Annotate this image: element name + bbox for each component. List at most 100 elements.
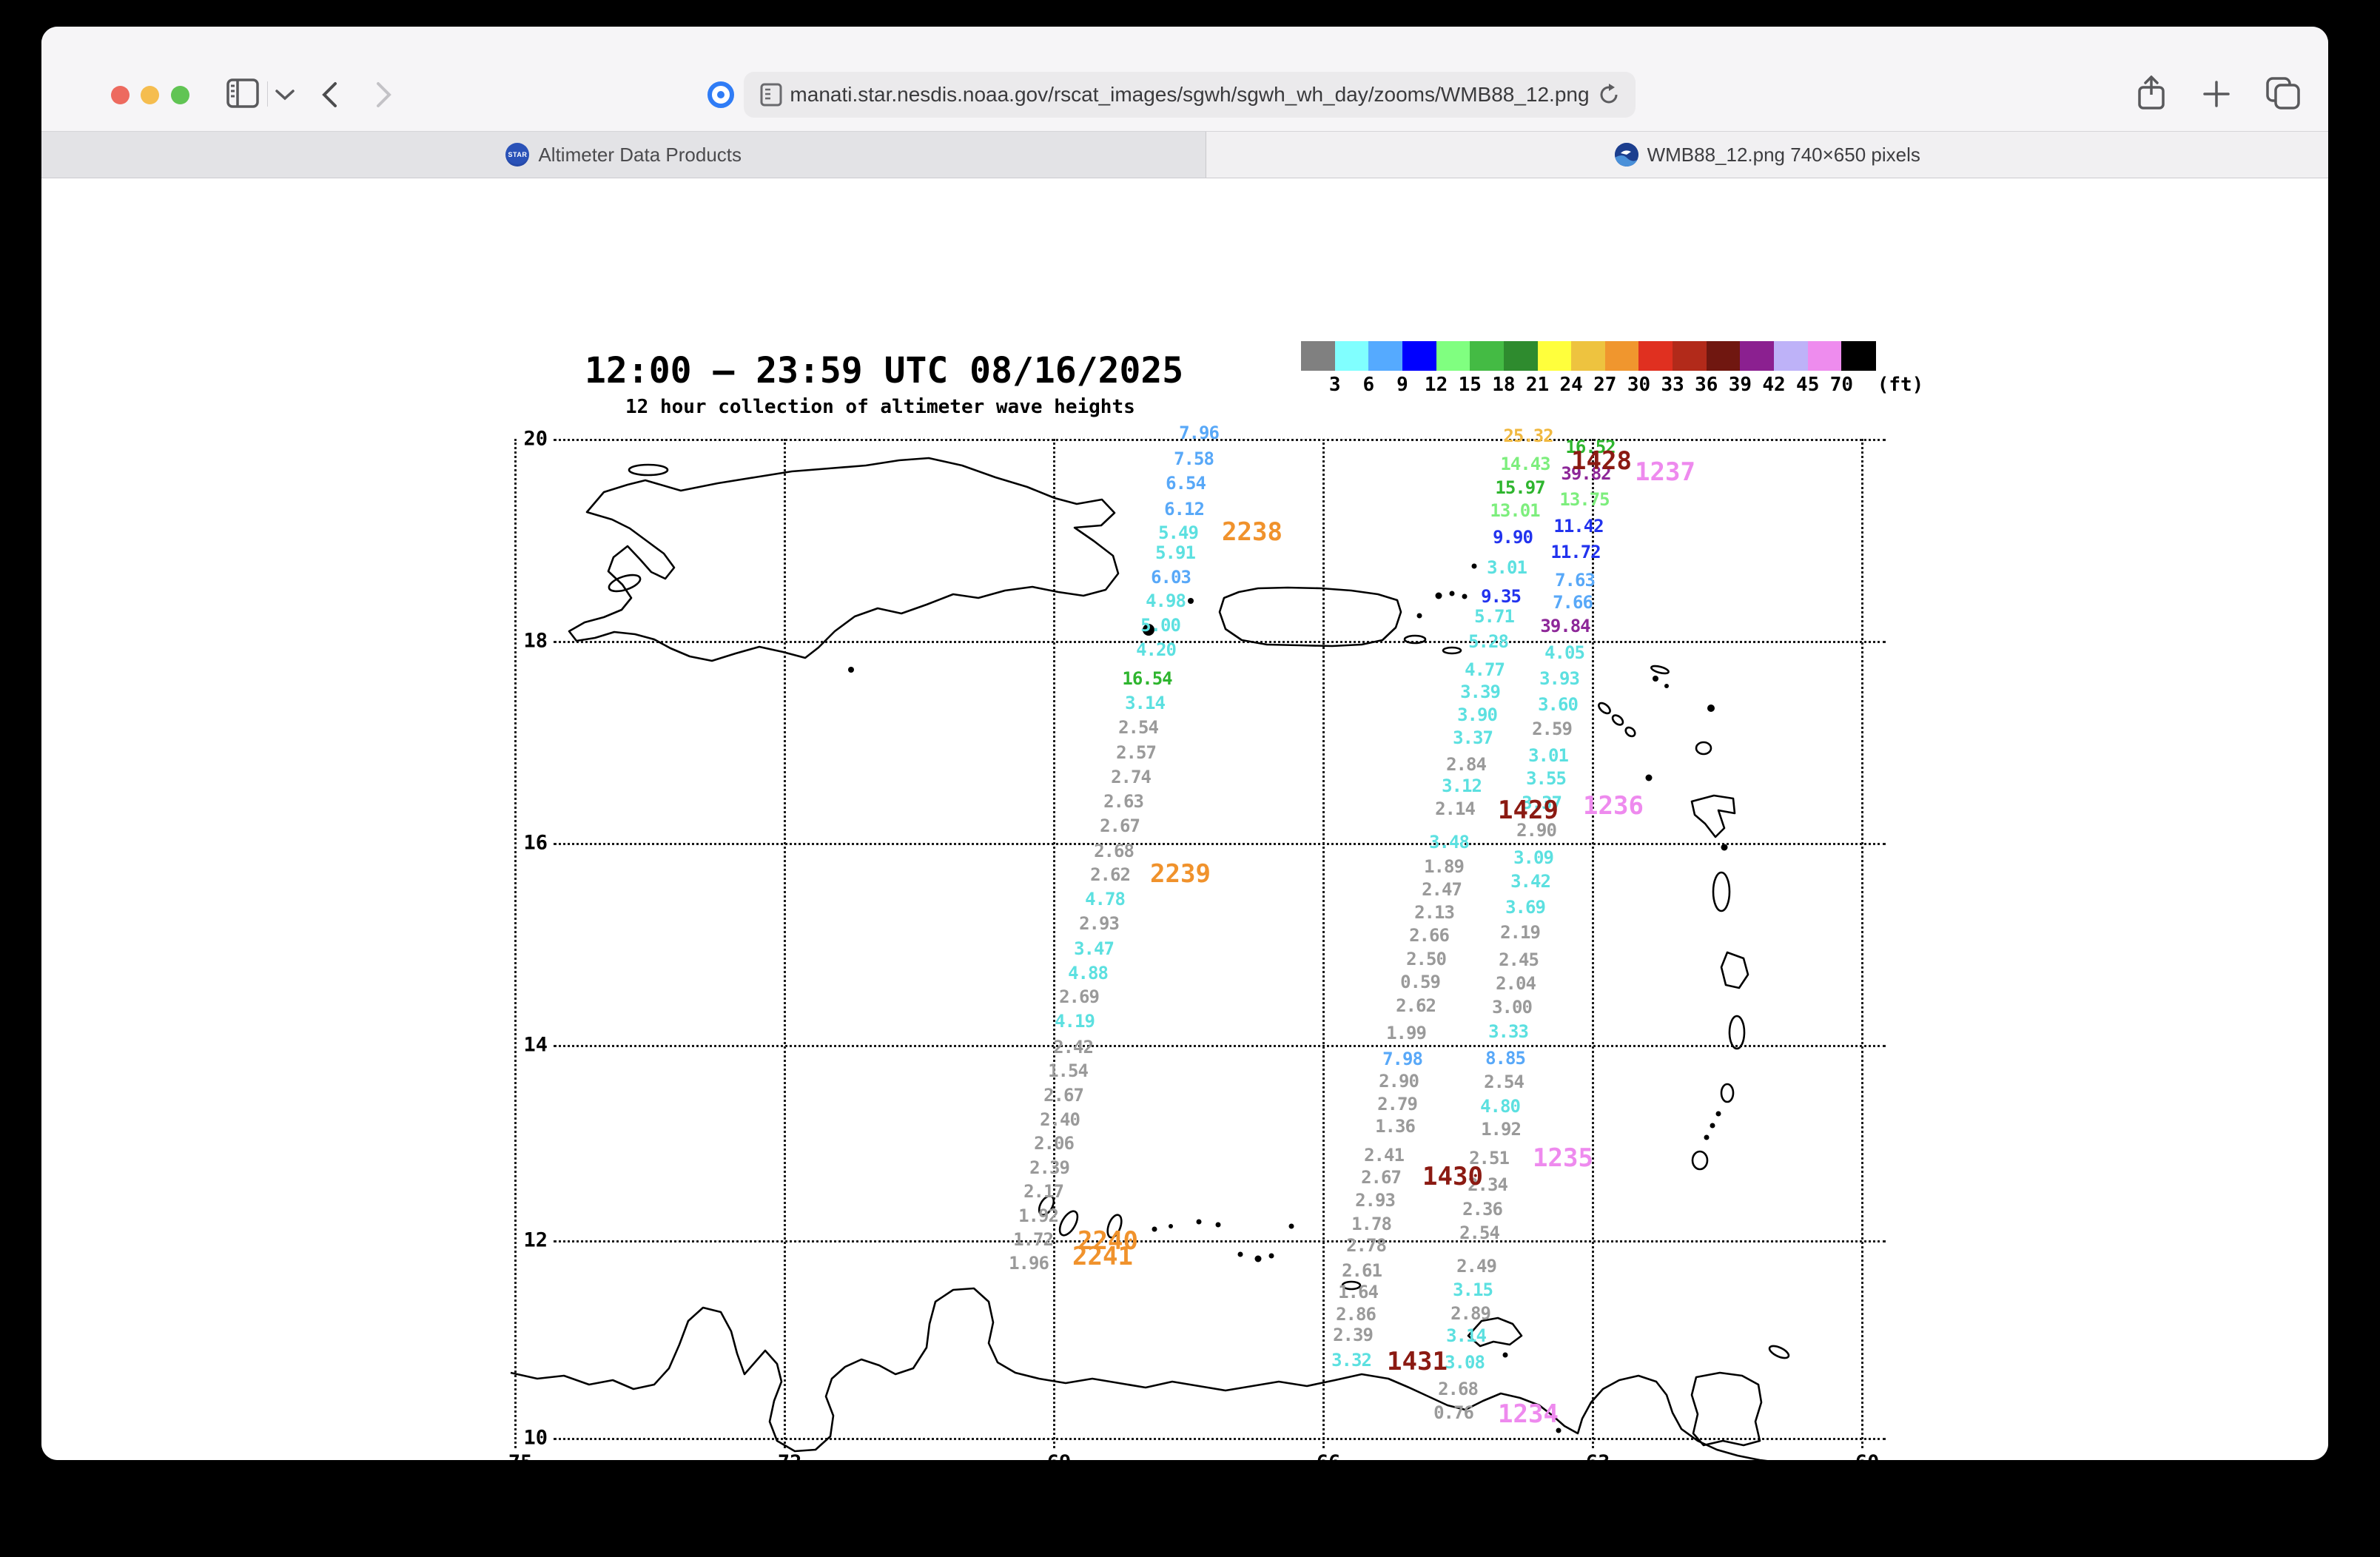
wave-height-value: 11.42 bbox=[1553, 516, 1604, 537]
wave-height-value: 2.69 bbox=[1059, 986, 1100, 1007]
lat-tick-label: 18 bbox=[523, 629, 548, 653]
track-number-label: 1236 bbox=[1583, 791, 1644, 821]
wave-height-value: 2.68 bbox=[1094, 841, 1134, 861]
gridline-horizontal bbox=[554, 1045, 1886, 1047]
wave-height-value: 2.89 bbox=[1450, 1303, 1491, 1324]
gridline-horizontal bbox=[554, 439, 1886, 441]
map-subtitle: 12 hour collection of altimeter wave hei… bbox=[625, 396, 1135, 418]
lon-tick-label: -63 bbox=[1574, 1451, 1610, 1460]
wave-height-value: 2.62 bbox=[1090, 864, 1131, 885]
wave-height-value: 0.59 bbox=[1400, 972, 1441, 992]
page-format-icon[interactable] bbox=[760, 83, 782, 107]
wave-height-value: 3.14 bbox=[1125, 693, 1166, 713]
wave-height-value: 7.96 bbox=[1179, 423, 1220, 443]
address-bar[interactable]: manati.star.nesdis.noaa.gov/rscat_images… bbox=[744, 72, 1636, 118]
lat-tick-label: 12 bbox=[523, 1228, 548, 1252]
wave-height-value: 1.36 bbox=[1375, 1116, 1416, 1137]
zoom-window-button[interactable] bbox=[171, 86, 189, 104]
track-number-label: 1430 bbox=[1422, 1162, 1483, 1191]
wave-height-value: 3.32 bbox=[1331, 1350, 1372, 1371]
gridline-vertical bbox=[784, 439, 786, 1448]
colorbar-segment bbox=[1740, 341, 1775, 371]
wave-height-value: 25.32 bbox=[1503, 426, 1553, 446]
colorbar-tick-label: 9 bbox=[1396, 374, 1408, 396]
wave-height-value: 3.09 bbox=[1513, 847, 1554, 868]
track-number-label: 1234 bbox=[1498, 1399, 1559, 1429]
lat-tick-label: 16 bbox=[523, 831, 548, 855]
wave-height-value: 2.54 bbox=[1459, 1223, 1500, 1243]
wave-height-value: 2.47 bbox=[1422, 879, 1462, 900]
colorbar-tick-label: 42 bbox=[1762, 374, 1786, 396]
tab-altimeter-data-products[interactable]: STAR Altimeter Data Products bbox=[41, 132, 1207, 178]
gridline-vertical bbox=[1861, 439, 1863, 1448]
forward-icon[interactable] bbox=[376, 81, 392, 108]
wave-height-value: 5.00 bbox=[1140, 615, 1181, 636]
wave-height-value: 4.19 bbox=[1055, 1011, 1095, 1032]
close-window-button[interactable] bbox=[111, 86, 130, 104]
wave-height-value: 16.54 bbox=[1122, 668, 1172, 689]
coastline-map bbox=[510, 457, 1790, 1460]
wave-height-value: 1.72 bbox=[1013, 1229, 1054, 1250]
colorbar-segment bbox=[1807, 341, 1842, 371]
wave-height-value: 1.99 bbox=[1386, 1023, 1427, 1043]
wave-height-value: 2.34 bbox=[1468, 1174, 1508, 1195]
wave-height-value: 5.28 bbox=[1468, 631, 1509, 652]
wave-height-value: 9.35 bbox=[1481, 586, 1522, 607]
wave-height-value: 1.92 bbox=[1481, 1119, 1522, 1140]
wave-height-value: 2.57 bbox=[1116, 742, 1157, 763]
sidebar-toggle-icon[interactable] bbox=[226, 78, 259, 108]
back-icon[interactable] bbox=[321, 81, 337, 108]
wave-height-value: 14.43 bbox=[1500, 454, 1550, 474]
wave-height-value: 1.54 bbox=[1048, 1060, 1089, 1081]
tab-bar: STAR Altimeter Data Products WMB88_12.pn… bbox=[41, 132, 2328, 178]
wave-height-value: 3.55 bbox=[1526, 768, 1567, 789]
colorbar-tick-label: 3 bbox=[1328, 374, 1341, 396]
wave-height-value: 2.59 bbox=[1532, 719, 1573, 739]
lat-tick-label: 14 bbox=[523, 1033, 548, 1057]
wave-height-value: 8.85 bbox=[1485, 1048, 1526, 1069]
colorbar-tick-label: 18 bbox=[1492, 374, 1516, 396]
wave-height-value: 0.76 bbox=[1433, 1402, 1474, 1423]
wave-height-value: 3.90 bbox=[1457, 704, 1498, 725]
track-number-label: 2239 bbox=[1150, 859, 1211, 889]
tab-title: Altimeter Data Products bbox=[538, 143, 742, 166]
wave-height-value: 5.91 bbox=[1155, 542, 1196, 563]
minimize-window-button[interactable] bbox=[141, 86, 159, 104]
new-tab-icon[interactable] bbox=[2202, 80, 2231, 108]
url-text: manati.star.nesdis.noaa.gov/rscat_images… bbox=[790, 83, 1590, 106]
toolbar-divider bbox=[267, 81, 268, 107]
wave-height-value: 2.90 bbox=[1516, 820, 1557, 841]
wave-height-value: 2.42 bbox=[1053, 1037, 1094, 1057]
track-number-label: 2240 bbox=[1078, 1226, 1138, 1256]
reload-icon[interactable] bbox=[1597, 83, 1621, 107]
wave-height-value: 6.12 bbox=[1164, 499, 1205, 519]
wave-height-value: 2.54 bbox=[1118, 717, 1159, 738]
chevron-down-icon[interactable] bbox=[275, 89, 295, 101]
wave-height-value: 2.41 bbox=[1364, 1145, 1405, 1166]
colorbar-tick-label: 12 bbox=[1424, 374, 1448, 396]
wave-height-value: 2.61 bbox=[1342, 1260, 1382, 1281]
noaa-favicon-icon bbox=[1614, 143, 1638, 167]
wave-height-value: 2.66 bbox=[1409, 925, 1450, 946]
wave-height-value: 15.97 bbox=[1495, 477, 1545, 498]
lat-tick-label: 10 bbox=[523, 1426, 548, 1450]
wave-height-value: 4.20 bbox=[1136, 639, 1177, 660]
gridline-vertical bbox=[514, 439, 517, 1448]
colorbar-tick-label: 45 bbox=[1796, 374, 1820, 396]
tab-title: WMB88_12.png 740×650 pixels bbox=[1647, 143, 1920, 166]
extension-icon[interactable] bbox=[707, 81, 734, 108]
colorbar-segment bbox=[1604, 341, 1640, 371]
colorbar-tick-label: 6 bbox=[1362, 374, 1375, 396]
share-icon[interactable] bbox=[2137, 75, 2165, 111]
wave-height-value: 2.93 bbox=[1355, 1190, 1396, 1211]
colorbar-tick-label: 70 bbox=[1829, 374, 1853, 396]
tab-wmb88-image[interactable]: WMB88_12.png 740×650 pixels bbox=[1206, 132, 2328, 178]
colorbar-tick-label: 39 bbox=[1728, 374, 1752, 396]
wave-height-value: 2.90 bbox=[1379, 1071, 1419, 1092]
tab-overview-icon[interactable] bbox=[2266, 77, 2300, 110]
colorbar-segment bbox=[1470, 341, 1505, 371]
wave-height-value: 39.82 bbox=[1561, 463, 1611, 484]
colorbar-tick-label: 15 bbox=[1458, 374, 1482, 396]
wave-height-value: 3.39 bbox=[1460, 682, 1501, 702]
colorbar-segment bbox=[1301, 341, 1336, 371]
